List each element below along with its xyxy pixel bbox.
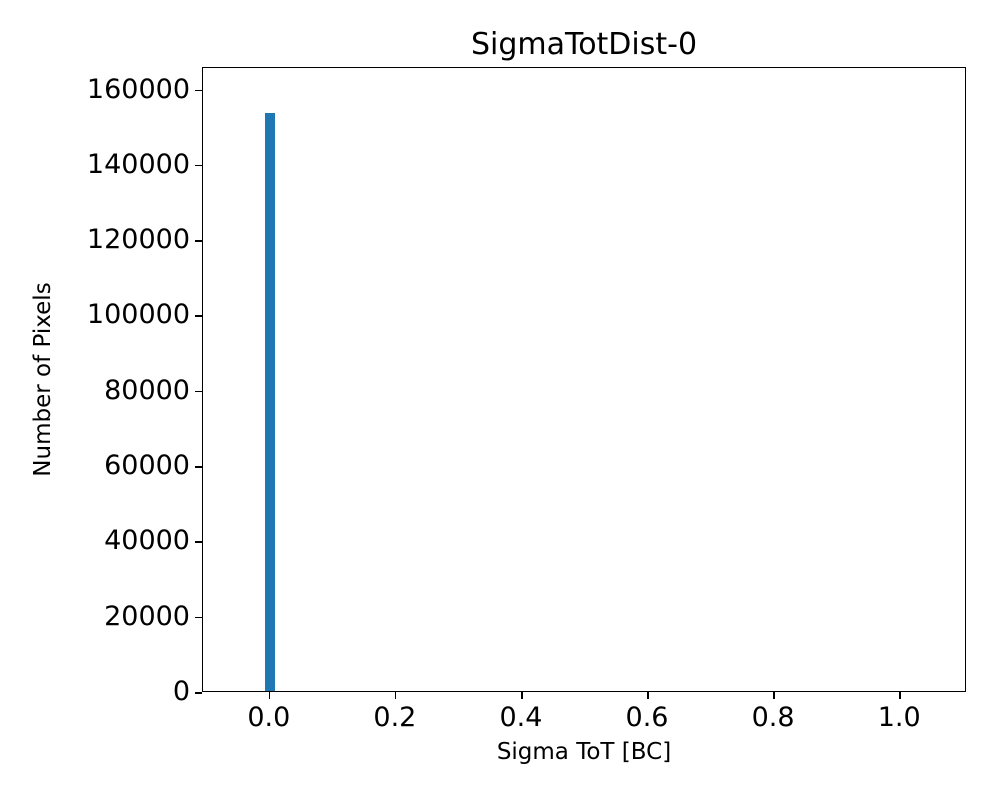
y-tick-label: 40000 — [104, 525, 190, 557]
y-tick-label: 0 — [172, 676, 190, 707]
x-tick-label: 0.4 — [499, 702, 543, 733]
x-tick-mark — [520, 692, 523, 699]
y-tick-label: 60000 — [104, 450, 190, 482]
x-tick-mark — [899, 692, 901, 699]
y-tick-mark — [195, 240, 202, 242]
y-tick-mark — [195, 692, 202, 694]
y-tick-mark — [195, 89, 202, 92]
y-tick-label: 80000 — [104, 374, 190, 406]
y-tick-mark — [195, 390, 202, 393]
y-tick-label: 120000 — [86, 224, 190, 256]
x-tick-mark — [394, 692, 397, 699]
x-tick-label: 0.2 — [373, 702, 417, 733]
y-tick-mark — [195, 466, 202, 468]
x-tick-label: 0.0 — [247, 702, 291, 733]
y-tick-mark — [195, 541, 202, 543]
x-axis-label: Sigma ToT [BC] — [496, 739, 672, 765]
x-tick-label: 0.8 — [751, 702, 795, 733]
y-tick-label: 100000 — [86, 299, 190, 331]
x-tick-mark — [647, 692, 649, 699]
x-tick-mark — [268, 692, 271, 699]
y-tick-label: 140000 — [86, 148, 190, 180]
histogram-bar — [264, 113, 275, 691]
x-tick-label: 0.6 — [625, 702, 669, 733]
y-tick-mark — [195, 315, 202, 318]
y-tick-mark — [195, 616, 202, 619]
x-tick-label: 1.0 — [877, 702, 921, 733]
y-tick-label: 160000 — [86, 73, 190, 105]
page-title: SigmaTotDist-0 — [470, 27, 698, 62]
x-tick-mark — [773, 692, 775, 699]
y-axis-label: Number of Pixels — [30, 282, 56, 477]
plot-area — [202, 67, 966, 692]
y-tick-label: 20000 — [104, 600, 190, 632]
y-tick-mark — [195, 164, 202, 167]
